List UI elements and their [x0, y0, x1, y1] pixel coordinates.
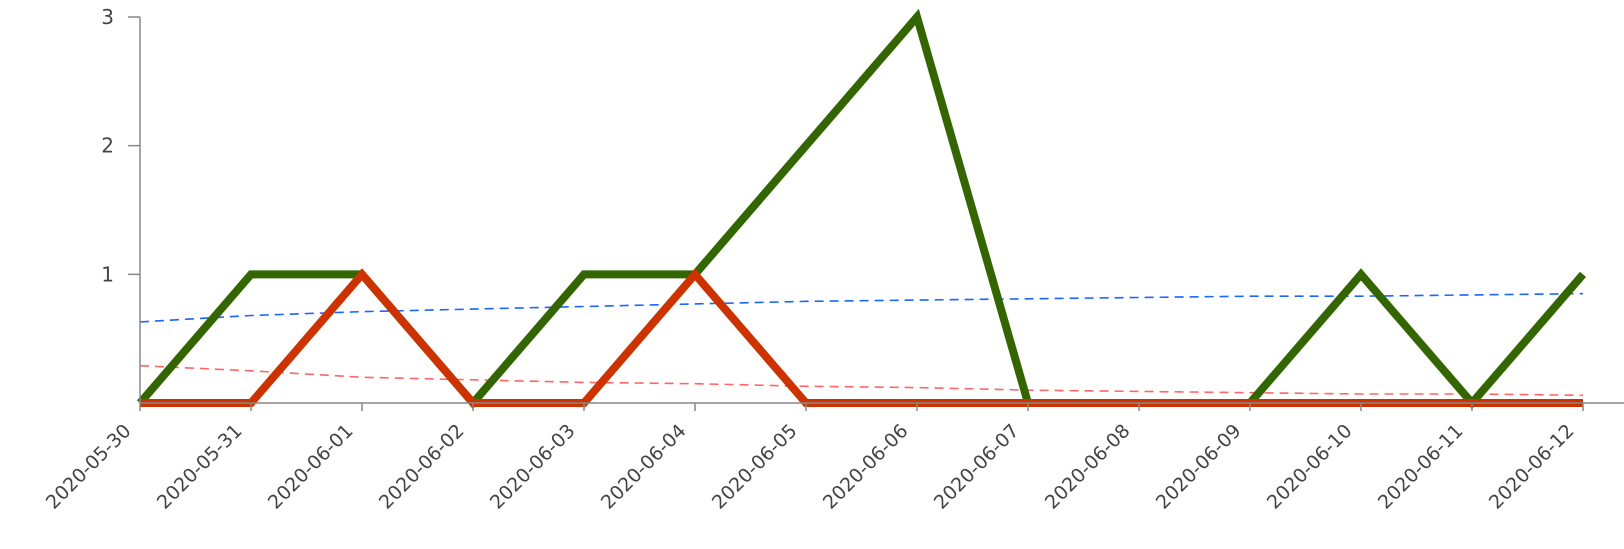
x-tick-label: 2020-05-31 [153, 420, 247, 514]
series-layer [136, 8, 1587, 410]
series-line-4 [139, 364, 1584, 397]
series-line-1 [136, 8, 1587, 410]
x-tick-label: 2020-06-07 [930, 420, 1024, 514]
y-tick-label: 1 [101, 262, 114, 286]
series-line-2 [140, 268, 1583, 407]
y-axis-ticks: 1 2 3 [101, 5, 140, 286]
x-tick-label: 2020-06-01 [264, 420, 358, 514]
x-tick-label: 2020-06-11 [1374, 420, 1468, 514]
x-tick-label: 2020-06-10 [1263, 420, 1357, 514]
x-tick-label: 2020-06-12 [1485, 420, 1579, 514]
x-tick-label: 2020-05-30 [42, 420, 136, 514]
series-line-3 [139, 292, 1584, 323]
x-tick-label: 2020-06-09 [1152, 420, 1246, 514]
x-tick-label: 2020-06-04 [597, 420, 691, 514]
x-tick-label: 2020-06-03 [486, 420, 580, 514]
x-axis-ticks: 2020-05-30 2020-05-31 2020-06-01 2020-06-02… [42, 403, 1584, 514]
y-tick-label: 2 [101, 134, 114, 158]
x-tick-label: 2020-06-05 [708, 420, 802, 514]
x-tick-label: 2020-06-06 [819, 420, 913, 514]
x-tick-label: 2020-06-02 [375, 420, 469, 514]
y-tick-label: 3 [101, 5, 114, 29]
x-tick-label: 2020-06-08 [1041, 420, 1135, 514]
